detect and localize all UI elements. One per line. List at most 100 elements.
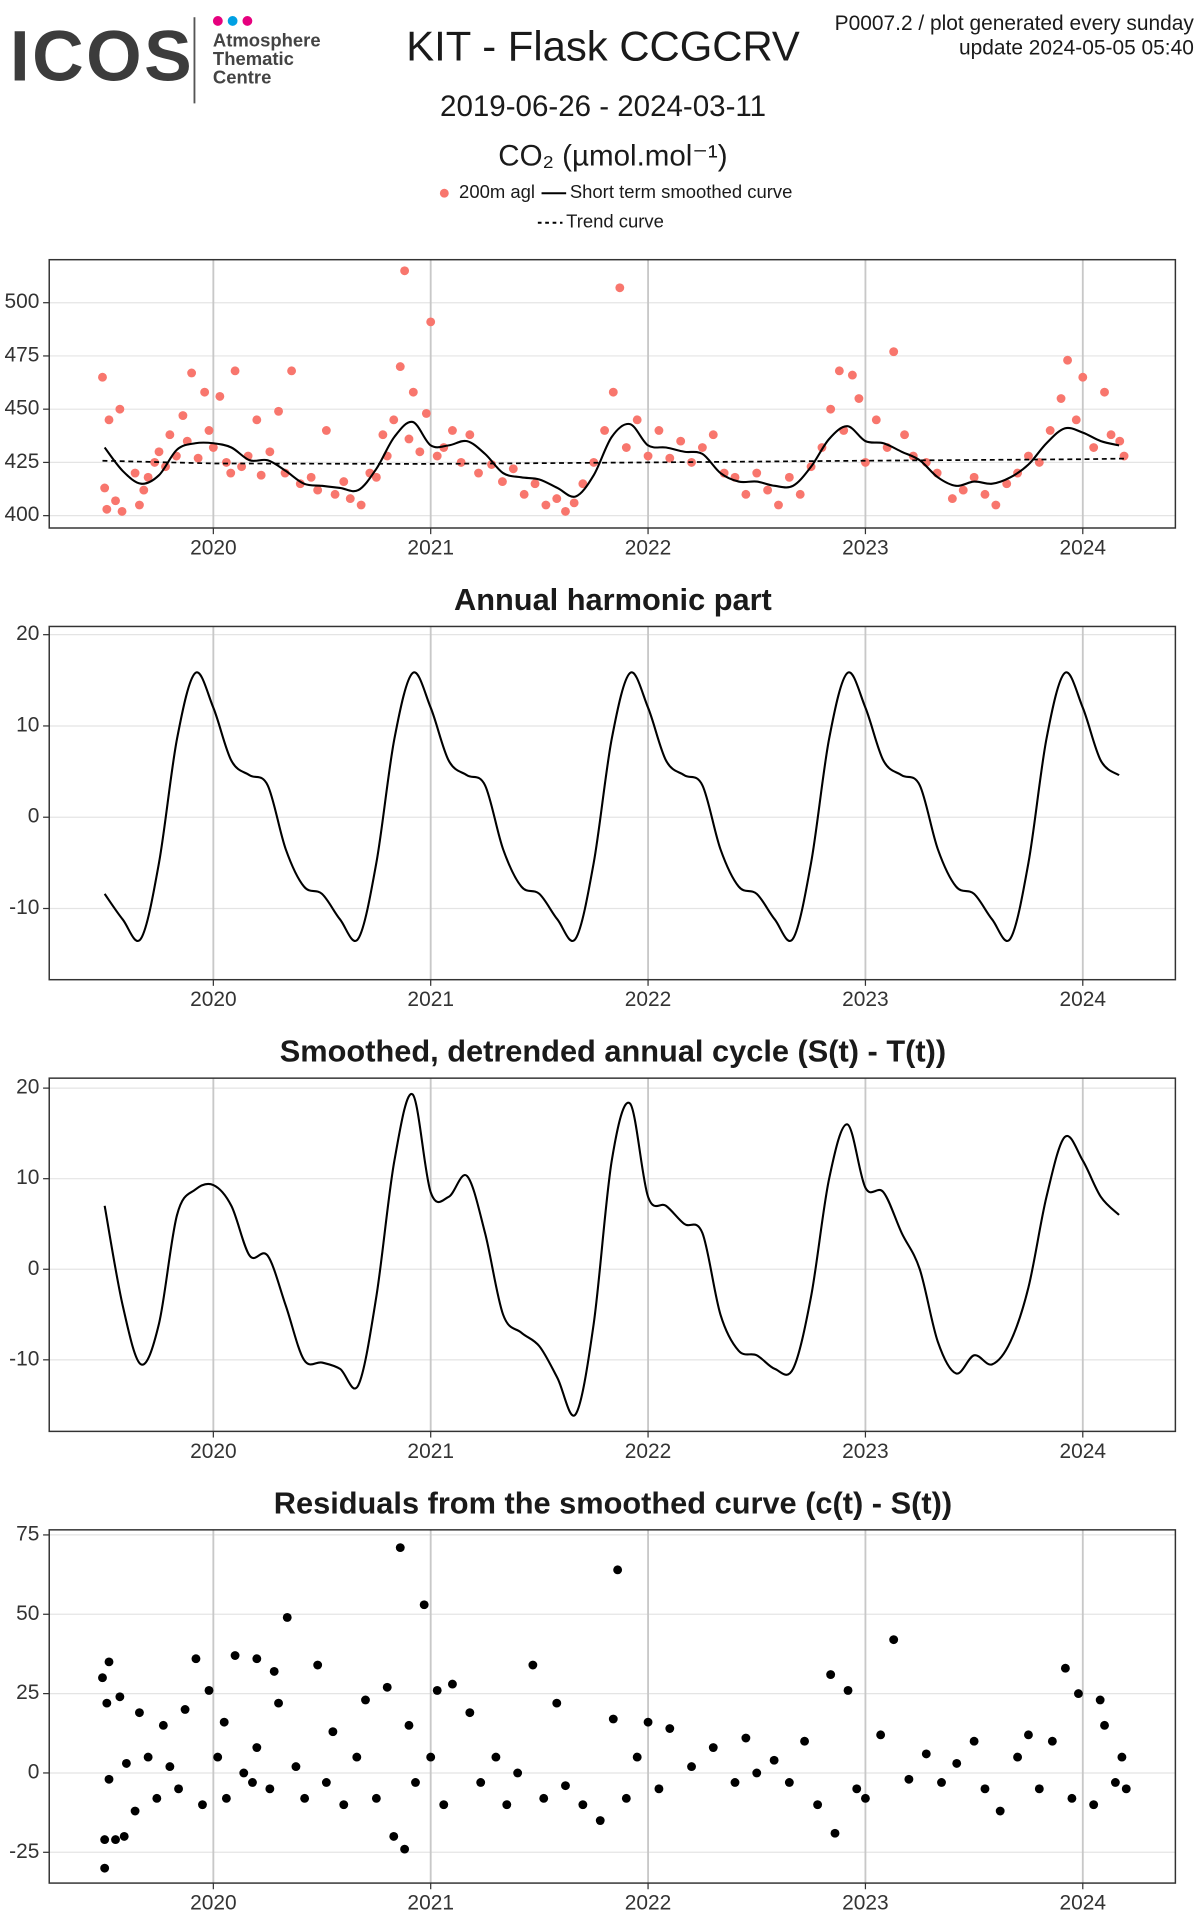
y-label: CO₂ (µmol.mol⁻¹): [498, 139, 727, 172]
point: [708, 1743, 718, 1752]
point: [321, 426, 331, 435]
point: [502, 1800, 512, 1810]
x-tick-label: 2023: [842, 1892, 889, 1915]
point: [578, 479, 588, 489]
legend-label: Trend curve: [566, 211, 664, 232]
logo-text: ICOS: [10, 16, 194, 96]
point: [213, 1752, 223, 1762]
point: [221, 457, 231, 467]
point: [665, 453, 675, 463]
legend-label: Short term smoothed curve: [570, 181, 793, 202]
point: [1071, 415, 1081, 425]
point: [1063, 355, 1073, 365]
point: [408, 387, 418, 397]
y-tick-label: 475: [4, 343, 39, 366]
y-tick-label: 20: [16, 1076, 39, 1099]
y-tick-label: -10: [9, 1347, 39, 1370]
point: [600, 426, 610, 435]
point: [178, 411, 188, 420]
y-tick-label: -25: [9, 1840, 39, 1863]
point: [730, 1778, 740, 1787]
y-tick-label: 450: [4, 397, 39, 420]
point: [121, 1758, 131, 1768]
point: [282, 1613, 292, 1622]
point: [230, 366, 240, 376]
x-tick-label: 2024: [1060, 536, 1107, 559]
point: [165, 1762, 175, 1772]
point: [352, 1752, 362, 1762]
point: [104, 415, 114, 425]
point: [239, 1768, 249, 1778]
point: [111, 496, 120, 506]
point: [632, 415, 642, 425]
point: [119, 1831, 129, 1841]
point: [237, 462, 247, 472]
panel-border: [48, 1077, 1177, 1433]
point: [654, 1784, 664, 1794]
point: [1074, 1689, 1083, 1699]
point: [569, 498, 579, 508]
point: [265, 1784, 275, 1794]
point: [252, 415, 262, 425]
point: [143, 1752, 153, 1762]
point: [741, 489, 751, 499]
point: [313, 485, 323, 495]
point: [204, 426, 214, 435]
point: [400, 1844, 410, 1854]
legend: 200m agl Short term smoothed curve Trend c…: [439, 181, 793, 232]
point: [230, 1651, 240, 1660]
note: update 2024-05-05 05:40: [959, 37, 1194, 60]
point: [795, 489, 805, 499]
point: [980, 1784, 990, 1794]
line: [103, 1093, 1120, 1417]
point: [784, 1778, 794, 1787]
point: [871, 415, 881, 425]
point: [389, 415, 399, 425]
point: [991, 500, 1001, 510]
point: [774, 500, 783, 510]
point: [180, 1705, 190, 1714]
point: [763, 485, 773, 495]
point: [541, 500, 551, 510]
point: [328, 1727, 338, 1737]
point: [274, 406, 283, 416]
point: [252, 1743, 262, 1752]
point: [552, 494, 562, 504]
x-tick-label: 2020: [190, 1892, 237, 1915]
point: [904, 1774, 914, 1784]
point: [432, 451, 442, 461]
point: [339, 1800, 349, 1810]
logo-line: Centre: [213, 67, 271, 88]
logo-line: Atmosphere: [213, 30, 321, 51]
x-tick-label: 2022: [625, 1440, 672, 1463]
point: [687, 1762, 696, 1772]
point: [980, 489, 990, 499]
point: [1089, 1800, 1099, 1810]
y-tick-label: -10: [9, 896, 39, 919]
point: [889, 347, 899, 357]
point: [395, 1543, 405, 1553]
point: [876, 1730, 886, 1740]
point: [198, 1800, 207, 1810]
point: [439, 1800, 449, 1810]
y-tick-label: 0: [28, 1760, 40, 1783]
point: [595, 1816, 605, 1825]
point: [287, 366, 297, 376]
point: [1024, 1730, 1033, 1740]
point: [958, 485, 968, 495]
point: [456, 457, 466, 467]
x-tick-label: 2023: [842, 536, 889, 559]
point: [1056, 394, 1066, 403]
point: [117, 506, 127, 516]
x-tick-label: 2020: [190, 988, 237, 1011]
y-tick-label: 0: [28, 1257, 40, 1280]
point: [654, 426, 664, 435]
point: [371, 1793, 381, 1803]
point: [854, 394, 864, 403]
point: [830, 1828, 840, 1838]
point: [615, 283, 625, 293]
y-tick-label: 10: [16, 713, 39, 736]
point: [221, 1793, 231, 1803]
point: [947, 494, 957, 504]
point: [1024, 451, 1033, 461]
